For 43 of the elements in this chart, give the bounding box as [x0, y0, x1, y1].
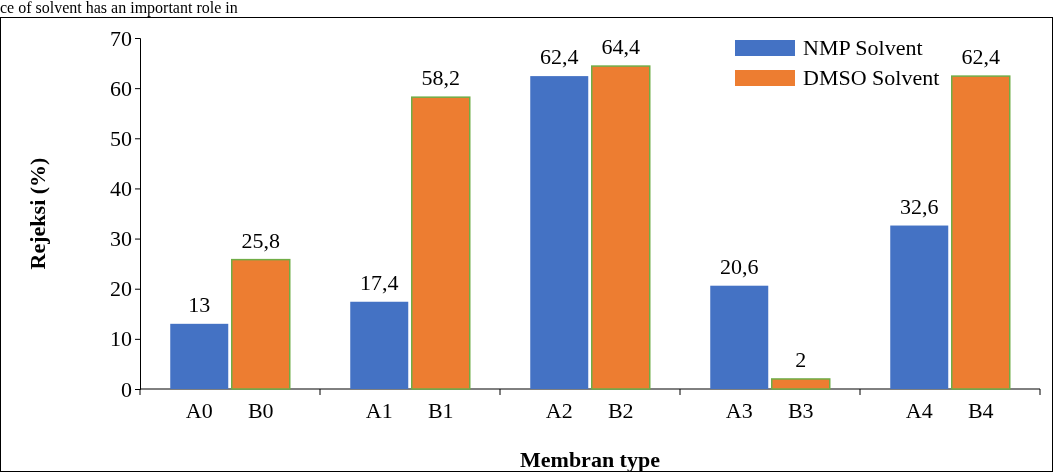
y-tick-label: 20: [110, 276, 132, 302]
y-tick-label: 30: [110, 226, 132, 252]
data-label: 62,4: [540, 44, 579, 70]
y-tick-label: 40: [110, 175, 132, 201]
bar: [350, 301, 409, 389]
x-tick-label: A1: [365, 398, 393, 423]
x-tick-label: A3: [725, 398, 753, 423]
data-label: 62,4: [961, 44, 1000, 70]
x-tick-label: B0: [247, 398, 274, 423]
x-tick-label: A2: [545, 398, 573, 423]
data-label: 17,4: [360, 269, 399, 295]
data-label: 2: [795, 346, 807, 372]
data-label: 32,6: [900, 193, 939, 219]
bar: [951, 75, 1011, 390]
data-label: 20,6: [720, 253, 759, 279]
bar: [231, 258, 291, 390]
data-label: 58,2: [421, 65, 460, 91]
y-tick-label: 0: [121, 376, 132, 402]
bar: [411, 96, 471, 390]
bar: [890, 225, 949, 389]
x-tick-label: B1: [427, 398, 454, 423]
y-tick-label: 70: [110, 25, 132, 51]
y-tick-label: 50: [110, 125, 132, 151]
bar: [710, 285, 769, 389]
x-tick-label: B2: [607, 398, 634, 423]
x-tick-label: B3: [787, 398, 814, 423]
y-axis-title: Rejeksi (%): [25, 157, 50, 270]
x-tick-label: A0: [185, 398, 213, 423]
legend-label: NMP Solvent: [803, 35, 923, 60]
x-axis-title: Membran type: [520, 447, 661, 472]
text: ce of solvent has an important role in: [0, 0, 238, 17]
bar: [591, 65, 651, 390]
y-tick-label: 10: [110, 326, 132, 352]
x-tick-label: A4: [905, 398, 933, 423]
bar: [530, 76, 589, 389]
legend-label: DMSO Solvent: [803, 65, 940, 90]
data-label: 64,4: [601, 34, 640, 60]
data-label: 13: [188, 291, 211, 317]
data-label: 25,8: [241, 227, 280, 253]
bar: [771, 378, 831, 390]
x-tick-label: B4: [967, 398, 994, 423]
y-tick-label: 60: [110, 75, 132, 101]
bar: [170, 323, 229, 389]
